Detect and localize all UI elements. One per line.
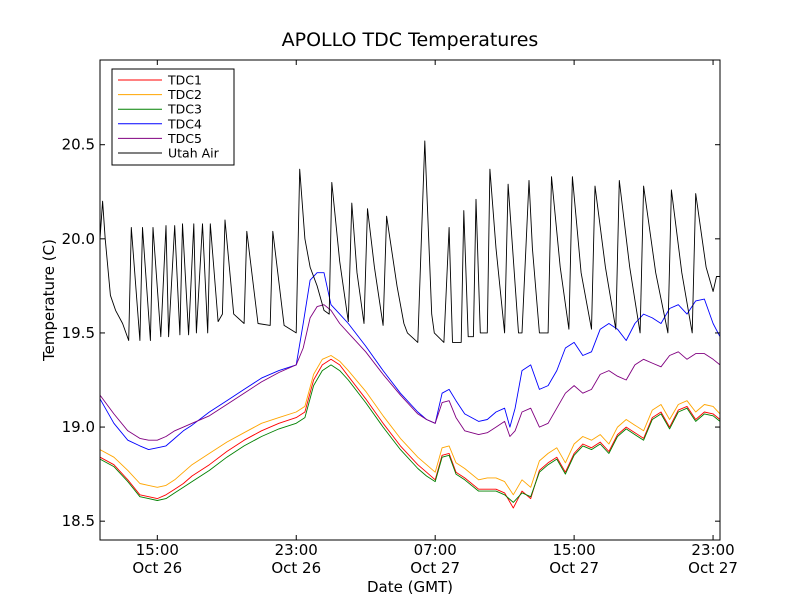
x-tick-label-time: 23:00: [275, 541, 318, 559]
y-tick-label: 20.5: [62, 136, 95, 154]
y-tick-label: 20.0: [62, 230, 95, 248]
plot-area: [99, 140, 721, 509]
legend-label: TDC4: [167, 116, 202, 131]
x-tick-label-time: 15:00: [553, 541, 596, 559]
legend-label: TDC5: [167, 131, 202, 146]
axes-frame: [99, 59, 721, 541]
x-tick-label-date: Oct 27: [688, 559, 738, 577]
y-tick-label: 19.5: [62, 324, 95, 342]
x-tick-label-date: Oct 27: [410, 559, 460, 577]
x-axis-label: Date (GMT): [367, 578, 453, 596]
x-tick-label-time: 23:00: [691, 541, 734, 559]
series-line-tdc4: [99, 272, 721, 451]
series-line-tdc5: [99, 304, 721, 441]
legend-label: TDC2: [167, 87, 202, 102]
x-tick-label-time: 15:00: [136, 541, 179, 559]
x-tick-label-date: Oct 26: [132, 559, 182, 577]
y-axis-label: Temperature (C): [40, 239, 58, 362]
x-tick-label-time: 07:00: [414, 541, 457, 559]
series-line-tdc2: [99, 355, 721, 496]
series-line-tdc3: [99, 364, 721, 503]
x-tick-label-date: Oct 26: [271, 559, 321, 577]
chart-title: APOLLO TDC Temperatures: [282, 29, 539, 51]
legend-label: Utah Air: [168, 146, 220, 161]
y-tick-label: 19.0: [62, 418, 95, 436]
series-line-tdc1: [99, 358, 721, 509]
x-tick-label-date: Oct 27: [549, 559, 599, 577]
legend-label: TDC1: [167, 73, 202, 88]
legend-box: [111, 68, 235, 166]
y-tick-label: 18.5: [62, 512, 95, 530]
series-line-utah-air: [99, 140, 720, 343]
legend-label: TDC3: [167, 102, 202, 117]
